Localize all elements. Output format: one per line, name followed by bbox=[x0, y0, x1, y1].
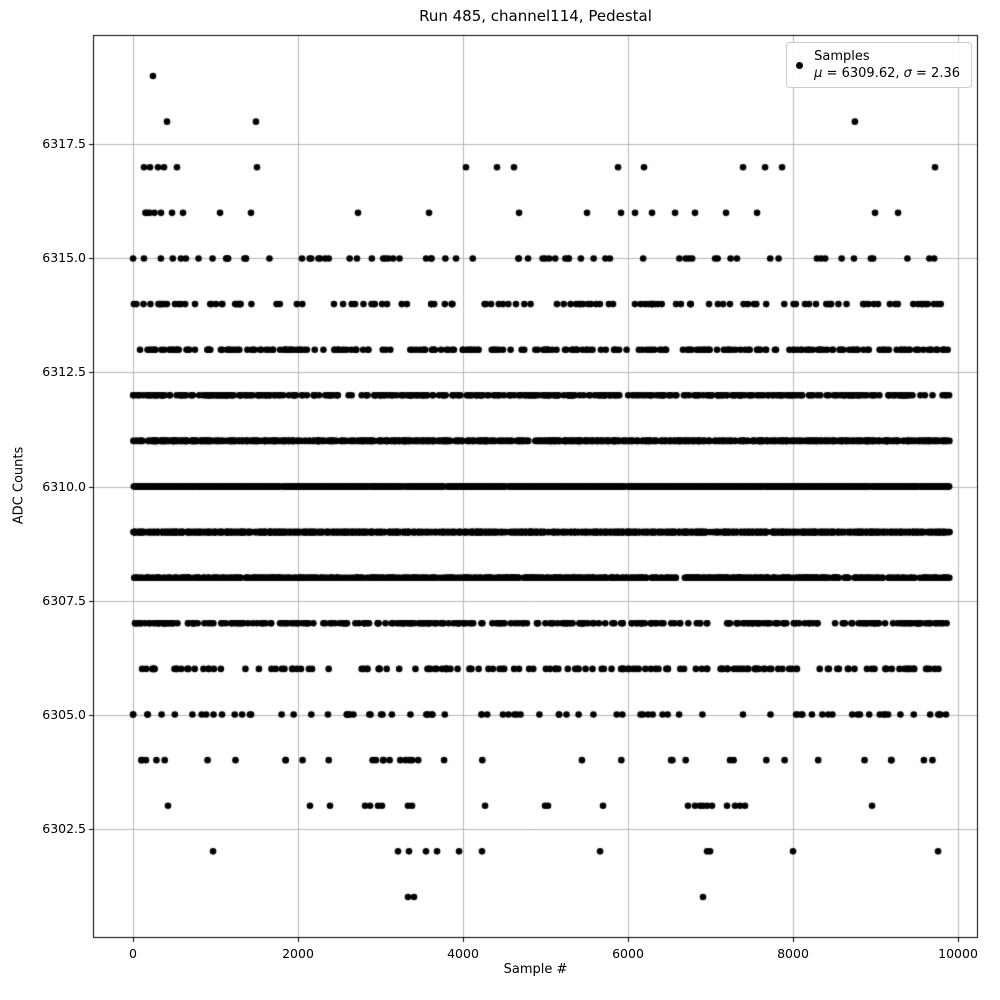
x-tick-label-2000: 2000 bbox=[282, 946, 314, 961]
legend-text: Samples μ = 6309.62, σ = 2.36 bbox=[814, 48, 960, 82]
y-tick-label-6315.0: 6315.0 bbox=[42, 250, 86, 266]
x-tick-label-10000: 10000 bbox=[938, 946, 978, 961]
y-tick-label-6305.0: 6305.0 bbox=[42, 706, 86, 722]
legend: Samples μ = 6309.62, σ = 2.36 bbox=[786, 42, 972, 88]
legend-marker-icon bbox=[796, 61, 804, 69]
legend-entry-label: Samples bbox=[814, 49, 870, 64]
x-tick-label-0: 0 bbox=[129, 946, 137, 961]
chart-title: Run 485, channel114, Pedestal bbox=[419, 7, 652, 25]
x-axis-label: Sample # bbox=[503, 962, 568, 977]
legend-sigma-value: = 2.36 bbox=[911, 66, 960, 81]
legend-mu-symbol: μ bbox=[814, 66, 823, 81]
legend-mu-value: = 6309.62, bbox=[822, 66, 904, 81]
x-tick-label-8000: 8000 bbox=[777, 946, 809, 961]
legend-sigma-symbol: σ bbox=[903, 66, 912, 81]
y-tick-label-6310.0: 6310.0 bbox=[42, 478, 86, 494]
y-tick-label-6317.5: 6317.5 bbox=[42, 136, 86, 152]
y-tick-label-6307.5: 6307.5 bbox=[42, 592, 86, 608]
y-tick-label-6302.5: 6302.5 bbox=[42, 820, 86, 836]
x-tick-label-4000: 4000 bbox=[447, 946, 479, 961]
x-tick-label-6000: 6000 bbox=[612, 946, 644, 961]
y-tick-label-6312.5: 6312.5 bbox=[42, 364, 86, 380]
